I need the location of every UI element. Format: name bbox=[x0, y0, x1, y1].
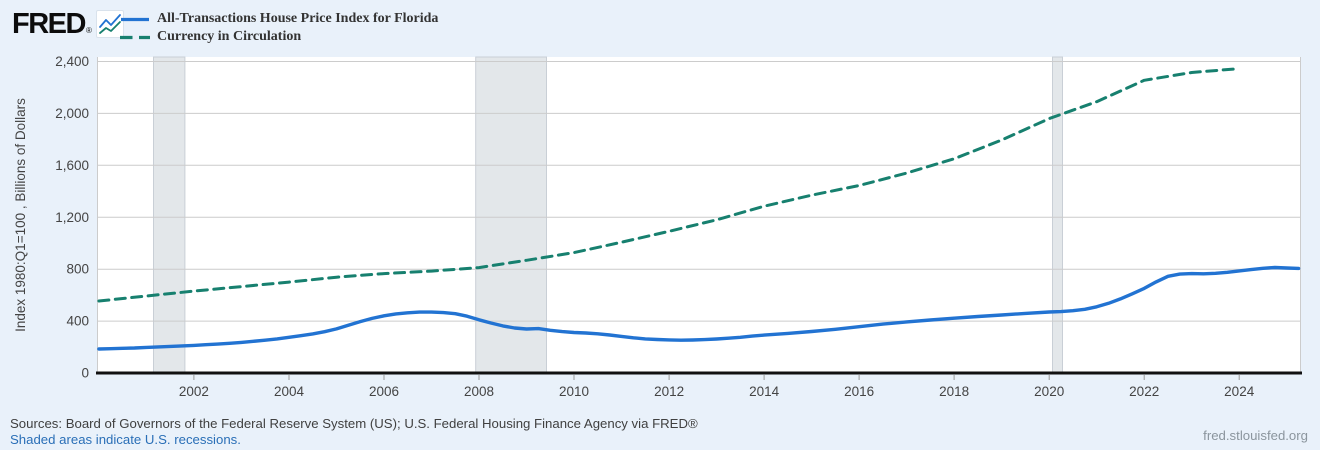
legend-label-currency-in-circulation: Currency in Circulation bbox=[157, 29, 302, 44]
legend-item-florida-hpi[interactable]: All-Transactions House Price Index for F… bbox=[120, 10, 438, 28]
x-tick-label: 2022 bbox=[1129, 384, 1159, 399]
registered-trademark-icon: ® bbox=[85, 26, 92, 35]
y-tick-label: 1,600 bbox=[55, 158, 89, 173]
x-tick-label: 2016 bbox=[844, 384, 874, 399]
y-tick-label: 0 bbox=[81, 366, 89, 381]
chart-legend: All-Transactions House Price Index for F… bbox=[120, 10, 438, 46]
y-axis-title: Index 1980:Q1=100 , Billions of Dollars bbox=[13, 98, 28, 332]
chart-footer: Sources: Board of Governors of the Feder… bbox=[10, 416, 698, 448]
fred-sparkline-icon bbox=[95, 10, 124, 38]
x-tick-label: 2002 bbox=[179, 384, 209, 399]
x-axis-line bbox=[96, 371, 1302, 375]
fred-logo[interactable]: FRED ® bbox=[12, 9, 124, 39]
plot-background bbox=[97, 57, 1301, 373]
y-tick-label: 2,400 bbox=[55, 54, 89, 69]
x-tick-label: 2018 bbox=[939, 384, 969, 399]
x-tick-label: 2010 bbox=[559, 384, 589, 399]
dashed-line-swatch-icon bbox=[120, 35, 150, 39]
recession-band bbox=[153, 56, 186, 374]
fred-logo-text: FRED bbox=[12, 8, 86, 40]
recession-band bbox=[1052, 56, 1063, 374]
solid-line-swatch-icon bbox=[121, 17, 149, 21]
recession-note-link[interactable]: Shaded areas indicate U.S. recessions. bbox=[10, 431, 241, 447]
sources-text: Sources: Board of Governors of the Feder… bbox=[10, 416, 698, 431]
legend-item-currency-in-circulation[interactable]: Currency in Circulation bbox=[120, 28, 438, 46]
fred-site-text: fred.stlouisfed.org bbox=[1203, 428, 1308, 443]
series-line-currency-in-circulation bbox=[97, 67, 1241, 303]
x-tick-label: 2006 bbox=[369, 384, 399, 399]
x-tick-label: 2014 bbox=[749, 384, 780, 399]
recession-band bbox=[475, 56, 548, 374]
legend-label-florida-hpi: All-Transactions House Price Index for F… bbox=[157, 11, 439, 26]
x-tick-label: 2004 bbox=[274, 384, 305, 399]
series-line-florida-hpi bbox=[97, 265, 1301, 351]
x-tick-label: 2012 bbox=[654, 384, 684, 399]
y-tick-label: 2,000 bbox=[55, 106, 89, 121]
x-tick-label: 2008 bbox=[464, 384, 494, 399]
y-tick-label: 800 bbox=[66, 262, 89, 277]
y-tick-label: 1,200 bbox=[55, 210, 89, 225]
x-tick-label: 2024 bbox=[1224, 384, 1255, 399]
y-tick-label: 400 bbox=[66, 314, 89, 329]
x-tick-label: 2020 bbox=[1034, 384, 1064, 399]
